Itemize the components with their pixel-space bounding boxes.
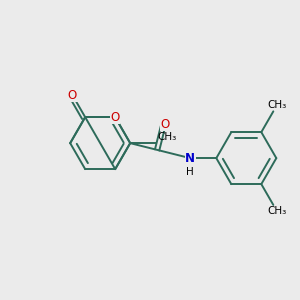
Text: O: O xyxy=(111,111,120,124)
Text: N: N xyxy=(185,152,195,165)
Text: CH₃: CH₃ xyxy=(157,132,176,142)
Text: H: H xyxy=(186,167,194,176)
Text: CH₃: CH₃ xyxy=(267,100,287,110)
Text: CH₃: CH₃ xyxy=(267,206,287,216)
Text: O: O xyxy=(68,88,77,102)
Text: O: O xyxy=(161,118,170,131)
